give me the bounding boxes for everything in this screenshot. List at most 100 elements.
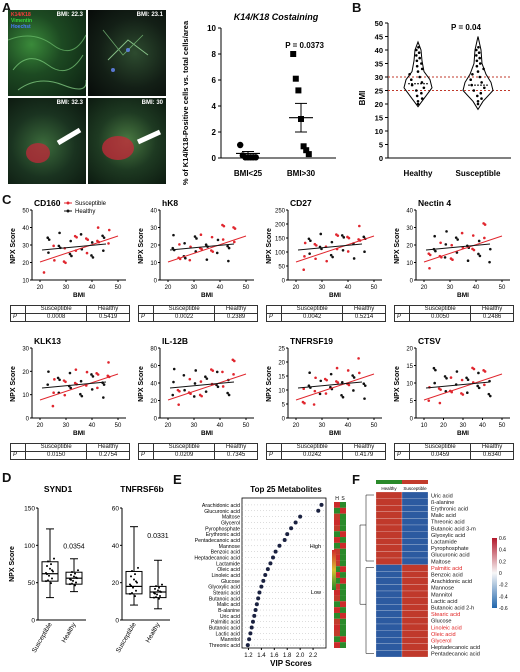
data-point	[313, 389, 317, 393]
x-axis-label: BMI	[73, 430, 85, 437]
data-point	[488, 260, 491, 264]
data-point	[46, 236, 50, 240]
dendrogram	[365, 494, 374, 562]
heat-cell	[401, 617, 429, 625]
data-point	[79, 392, 82, 396]
row-label: Mannose	[431, 586, 454, 592]
data-point	[69, 239, 72, 243]
p-value-susceptible: 0.0209	[153, 451, 216, 460]
table-row-label: P	[9, 313, 27, 322]
heat-cell-susceptible	[340, 542, 346, 549]
data-point	[134, 573, 136, 576]
table-header-susceptible: Susceptible	[281, 305, 344, 314]
data-point	[188, 377, 192, 381]
data-point	[319, 379, 323, 383]
y-tick-label: 25	[375, 87, 383, 96]
data-point	[478, 254, 482, 258]
p-value: 0.0354	[63, 543, 85, 550]
table-corner	[9, 305, 27, 314]
data-point	[221, 223, 224, 227]
category-label: Stearic acid	[213, 591, 240, 597]
data-point	[50, 582, 52, 585]
table-corner	[265, 443, 283, 452]
data-point	[483, 86, 486, 90]
table-header-susceptible: Susceptible	[25, 305, 88, 314]
data-point	[52, 391, 55, 395]
data-point	[319, 232, 323, 236]
y-axis-label: NPX Score	[394, 366, 401, 402]
data-point	[47, 370, 50, 373]
heat-cell-susceptible	[340, 519, 346, 526]
x-tick-label: 40	[217, 423, 224, 429]
data-point	[415, 64, 419, 68]
heat-cell	[401, 650, 429, 658]
data-point	[130, 575, 132, 578]
table-row-label: P	[393, 451, 411, 460]
data-point	[75, 581, 77, 584]
y-tick-label: 40	[112, 543, 120, 550]
heat-cell	[375, 498, 403, 506]
heat-cell-healthy	[334, 612, 340, 619]
data-point	[172, 367, 176, 371]
data-point	[475, 48, 478, 52]
data-point	[248, 631, 253, 636]
scatter-panel-klk13: KLK13 NPX Score 0 10 20 30 20 30 40 50 BMI	[10, 336, 126, 437]
category-label: Benzoic acid	[211, 550, 241, 556]
panel-title: CD160	[34, 198, 61, 208]
x-axis-label: BMI	[457, 292, 469, 299]
data-point	[305, 151, 312, 158]
data-point	[420, 91, 423, 95]
y-tick-label: 100	[275, 251, 286, 257]
data-point	[307, 237, 311, 241]
violin	[462, 36, 494, 111]
row-label: Glucuronic acid	[431, 553, 470, 559]
y-tick-label: 0	[154, 279, 158, 285]
y-tick-label: 20	[375, 100, 383, 109]
row-label: Lactamide	[431, 540, 457, 546]
y-tick-label: 45	[375, 33, 383, 42]
metabolite-heatmap: Healthy Susceptible Uric acidß-alanineEryt…	[359, 480, 508, 658]
y-tick-label: 20	[406, 244, 413, 250]
data-point	[215, 370, 219, 374]
heat-cell	[375, 544, 403, 552]
heat-cell	[375, 610, 403, 618]
data-point	[329, 253, 333, 257]
category-label: Healthy	[145, 621, 162, 644]
y-tick-label: 60	[112, 506, 120, 513]
p-value-healthy: 0.2754	[86, 451, 130, 460]
heat-cell	[401, 505, 429, 512]
data-point	[409, 78, 413, 81]
data-point	[204, 390, 208, 393]
data-point	[216, 238, 220, 242]
heat-cell	[401, 637, 429, 644]
data-point	[84, 237, 88, 240]
heat-cell	[401, 590, 429, 598]
heat-cell-healthy	[334, 566, 340, 573]
x-tick-label: 50	[371, 423, 378, 429]
y-tick-label: 15	[375, 114, 383, 123]
colorbar-tick: -0.6	[499, 606, 508, 612]
data-point	[95, 372, 98, 375]
y-tick-label: 15	[278, 375, 285, 381]
data-point	[153, 596, 155, 599]
heat-cell-susceptible	[340, 525, 346, 532]
y-axis-label: NPX Score	[138, 366, 145, 402]
heat-cell-healthy	[334, 513, 340, 520]
data-point	[427, 399, 431, 402]
y-tick-label: 0	[282, 279, 286, 285]
data-point	[471, 366, 474, 370]
y-tick-label: 30	[22, 347, 29, 353]
colorbar-tick: 0.2	[499, 559, 506, 565]
data-point	[476, 94, 479, 98]
y-tick-label: 6	[212, 76, 217, 85]
data-point	[471, 73, 474, 76]
category-label: Pentadecanoic acid	[195, 538, 240, 544]
data-point	[416, 102, 420, 106]
data-point	[460, 231, 464, 235]
data-point	[74, 572, 76, 575]
data-point	[456, 238, 459, 241]
data-point	[307, 384, 311, 387]
regression-line-susceptible	[39, 373, 119, 401]
p-value-table: Susceptible Healthy P 0.0459 0.6340	[393, 443, 514, 460]
data-point	[449, 376, 453, 379]
